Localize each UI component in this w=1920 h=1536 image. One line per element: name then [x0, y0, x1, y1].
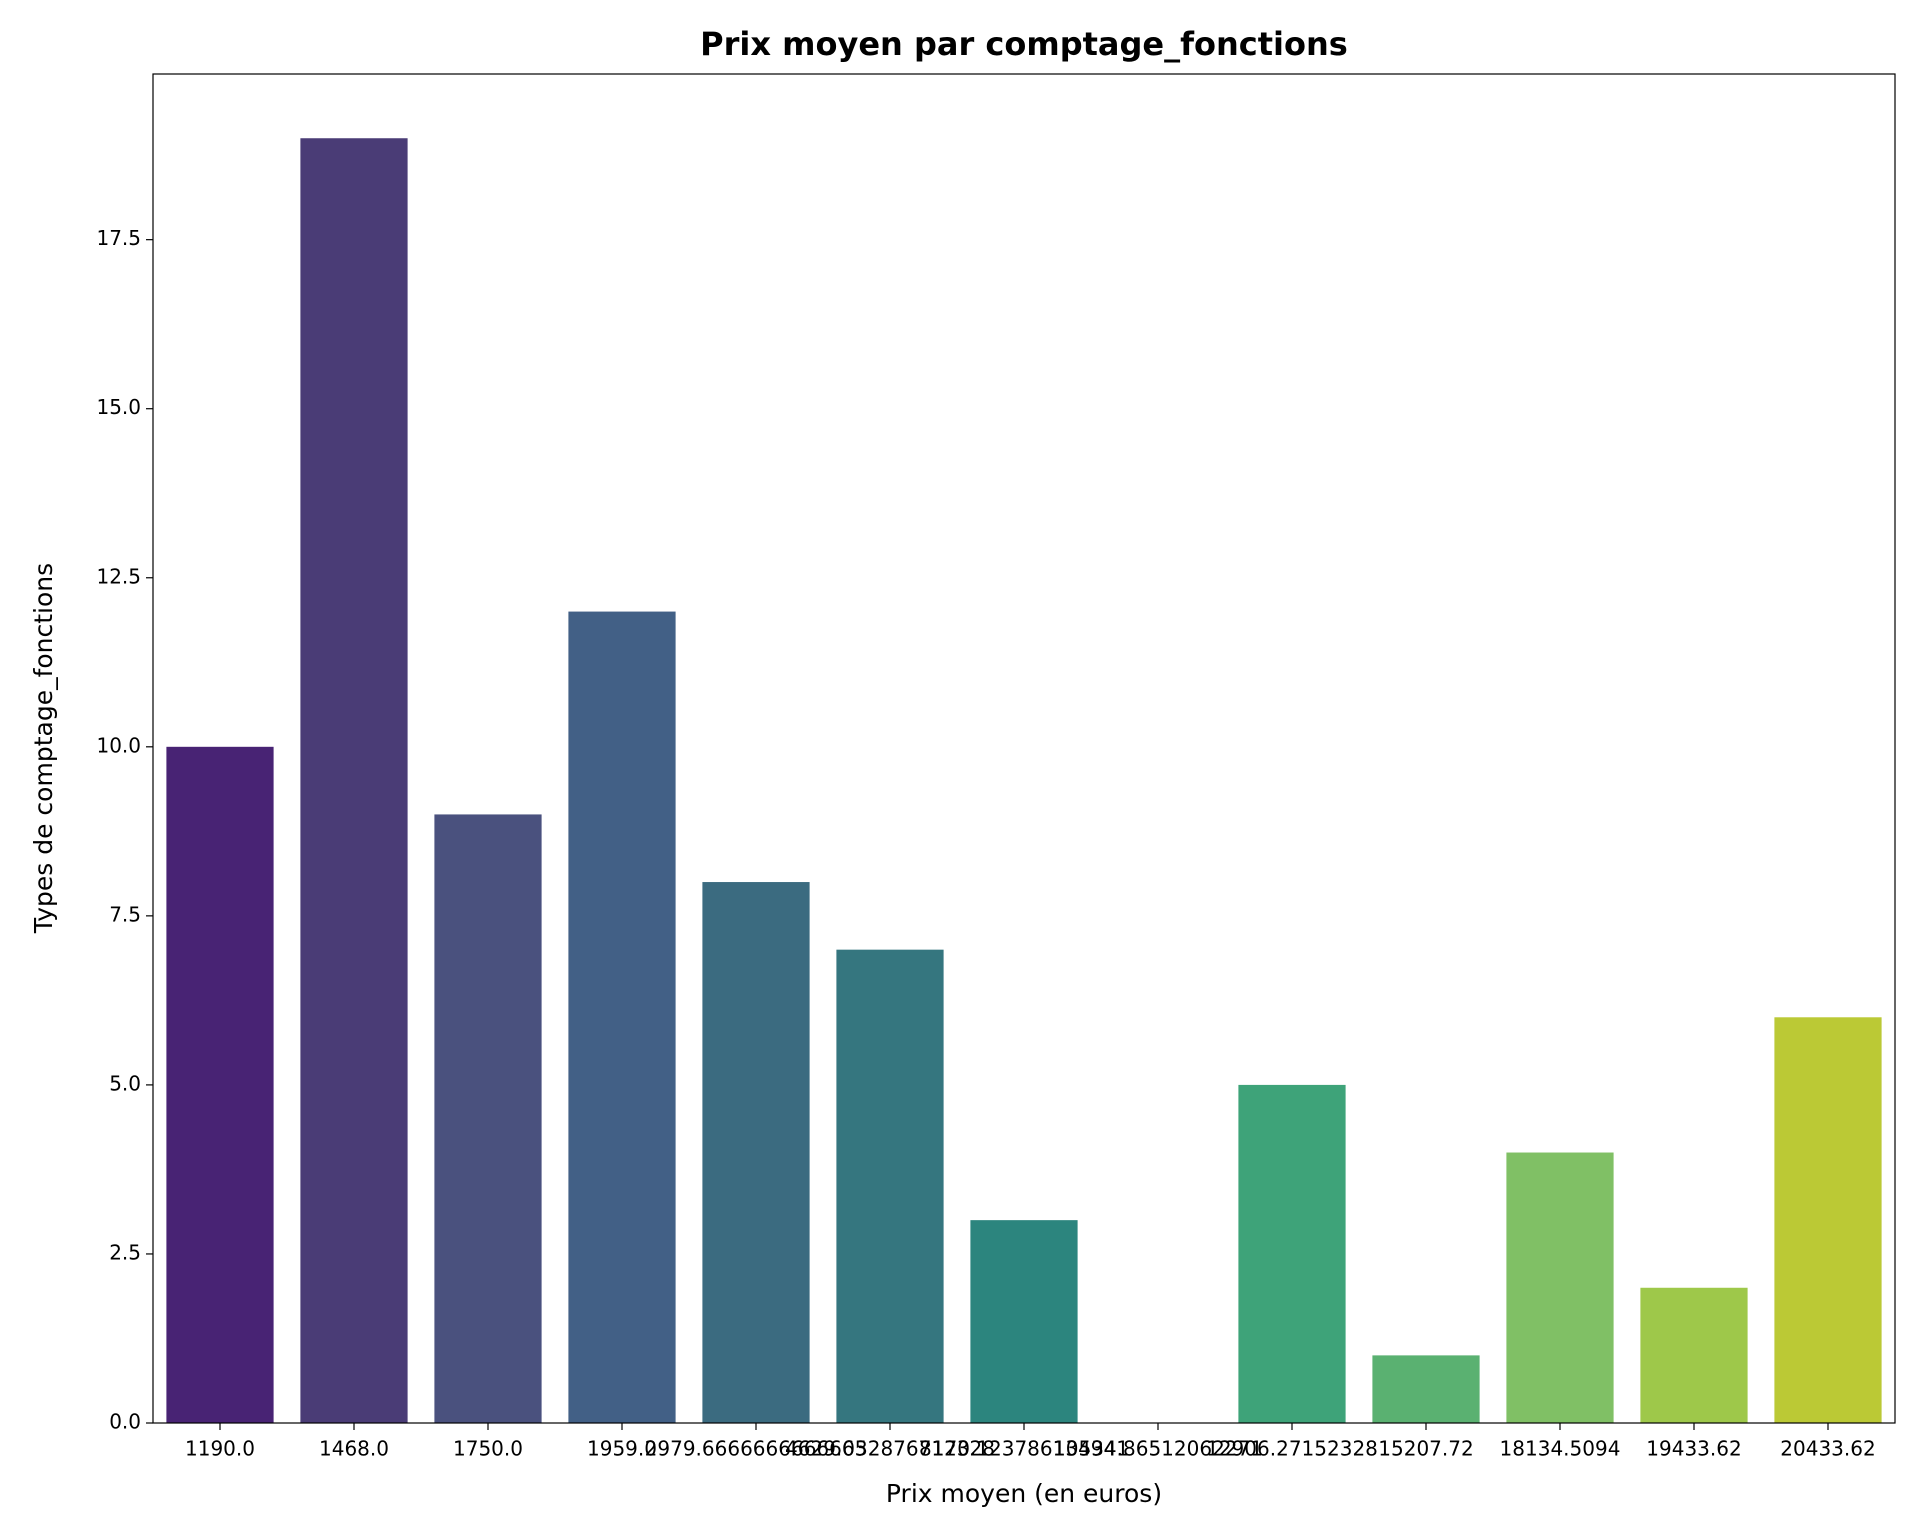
x-tick-label: 10534.86512062271 [1053, 1437, 1263, 1461]
y-tick-label: 0.0 [109, 1410, 141, 1434]
y-tick-label: 2.5 [109, 1240, 141, 1264]
plot-frame [152, 73, 1896, 1424]
bar [1774, 1017, 1882, 1423]
y-axis-label: Types de comptage_fonctions [29, 563, 58, 934]
y-tick-label: 12.5 [96, 564, 141, 588]
x-tick-label: 19433.62 [1646, 1437, 1741, 1461]
x-tick-label: 1959.0 [587, 1437, 657, 1461]
bar [702, 882, 810, 1423]
bar [1372, 1355, 1480, 1423]
bar [1640, 1287, 1748, 1423]
x-tick-label: 20433.62 [1780, 1437, 1875, 1461]
x-tick-label: 8170.123786134941 [919, 1437, 1129, 1461]
y-tick-label: 15.0 [96, 395, 141, 419]
x-tick-label: 4629.032876712328 [785, 1437, 995, 1461]
x-tick-label: 12906.27152328 [1206, 1437, 1378, 1461]
x-tick-label: 1750.0 [453, 1437, 523, 1461]
y-tick-label: 10.0 [96, 733, 141, 757]
x-tick-label: 1468.0 [319, 1437, 389, 1461]
bar [836, 949, 944, 1423]
x-tick-label: 2979.6666666666665 [645, 1437, 868, 1461]
x-tick-label: 15207.72 [1378, 1437, 1473, 1461]
bar [1238, 1084, 1346, 1423]
bar [1506, 1152, 1614, 1423]
bar [434, 814, 542, 1423]
y-tick-label: 7.5 [109, 902, 141, 926]
y-tick-label: 5.0 [109, 1071, 141, 1095]
chart-title: Prix moyen par comptage_fonctions [700, 25, 1348, 63]
y-tick-label: 17.5 [96, 226, 141, 250]
bar [970, 1220, 1078, 1423]
bar [166, 746, 274, 1423]
x-tick-label: 1190.0 [185, 1437, 255, 1461]
x-axis-label: Prix moyen (en euros) [886, 1479, 1162, 1508]
x-tick-label: 18134.5094 [1500, 1437, 1621, 1461]
bar [300, 138, 408, 1424]
bar [568, 611, 676, 1423]
